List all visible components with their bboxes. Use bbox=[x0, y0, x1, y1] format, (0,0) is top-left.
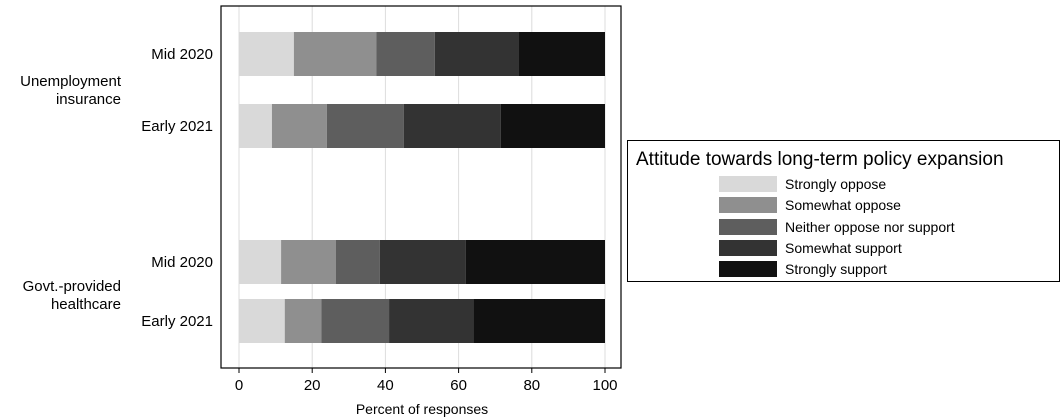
legend: Attitude towards long-term policy expans… bbox=[627, 140, 1060, 282]
bar-segment bbox=[379, 240, 466, 284]
bar-segment bbox=[389, 299, 474, 343]
x-axis-ticks: 0 20 40 60 80 100 bbox=[235, 368, 618, 394]
bar-category-label: Early 2021 bbox=[141, 118, 213, 135]
group-label-unemployment-insurance: Unemployment insurance bbox=[20, 73, 121, 109]
legend-label: Neither oppose nor support bbox=[785, 219, 955, 235]
bar-segment bbox=[326, 104, 404, 148]
bar-segment bbox=[239, 104, 272, 148]
legend-label: Somewhat support bbox=[785, 240, 902, 256]
bar-segment bbox=[321, 299, 390, 343]
bars: Mid 2020 Early 2021 Mid 2020 Early 2021 bbox=[141, 32, 605, 343]
legend-label: Strongly support bbox=[785, 261, 887, 277]
x-tick-label: 60 bbox=[450, 377, 467, 394]
x-tick-label: 100 bbox=[592, 377, 617, 394]
bar-segment bbox=[293, 32, 377, 76]
bar-segment bbox=[239, 240, 282, 284]
legend-swatch bbox=[719, 219, 777, 235]
bar-segment bbox=[473, 299, 605, 343]
legend-swatch bbox=[719, 197, 777, 213]
group-label-line: Unemployment insurance bbox=[20, 73, 121, 108]
x-tick-label: 40 bbox=[377, 377, 394, 394]
legend-label: Somewhat oppose bbox=[785, 197, 901, 213]
bar-category-label: Mid 2020 bbox=[151, 254, 213, 271]
x-tick-label: 20 bbox=[304, 377, 321, 394]
bar-segment bbox=[465, 240, 605, 284]
legend-title: Attitude towards long-term policy expans… bbox=[636, 149, 1004, 170]
group-label-govt-healthcare: Govt.-provided healthcare bbox=[23, 278, 121, 314]
bar-category-label: Mid 2020 bbox=[151, 46, 213, 63]
bar-segment bbox=[239, 32, 294, 76]
bar-segment bbox=[500, 104, 605, 148]
bar-segment bbox=[376, 32, 435, 76]
group-label-line: Govt.-provided healthcare bbox=[22, 278, 121, 313]
plot-frame bbox=[220, 5, 622, 369]
bar-segment bbox=[284, 299, 322, 343]
bar-segment bbox=[271, 104, 327, 148]
x-tick-label: 80 bbox=[523, 377, 540, 394]
bar-category-label: Early 2021 bbox=[141, 313, 213, 330]
legend-label: Strongly oppose bbox=[785, 176, 887, 192]
bar-segment bbox=[239, 299, 285, 343]
x-axis-label: Percent of responses bbox=[356, 401, 488, 417]
legend-swatch bbox=[719, 240, 777, 256]
bar-segment bbox=[434, 32, 519, 76]
x-tick-label: 0 bbox=[235, 377, 243, 394]
bar-segment bbox=[335, 240, 380, 284]
bar-segment bbox=[403, 104, 501, 148]
bar-segment bbox=[281, 240, 336, 284]
legend-swatch bbox=[719, 176, 777, 192]
legend-swatch bbox=[719, 261, 777, 277]
bar-segment bbox=[518, 32, 605, 76]
